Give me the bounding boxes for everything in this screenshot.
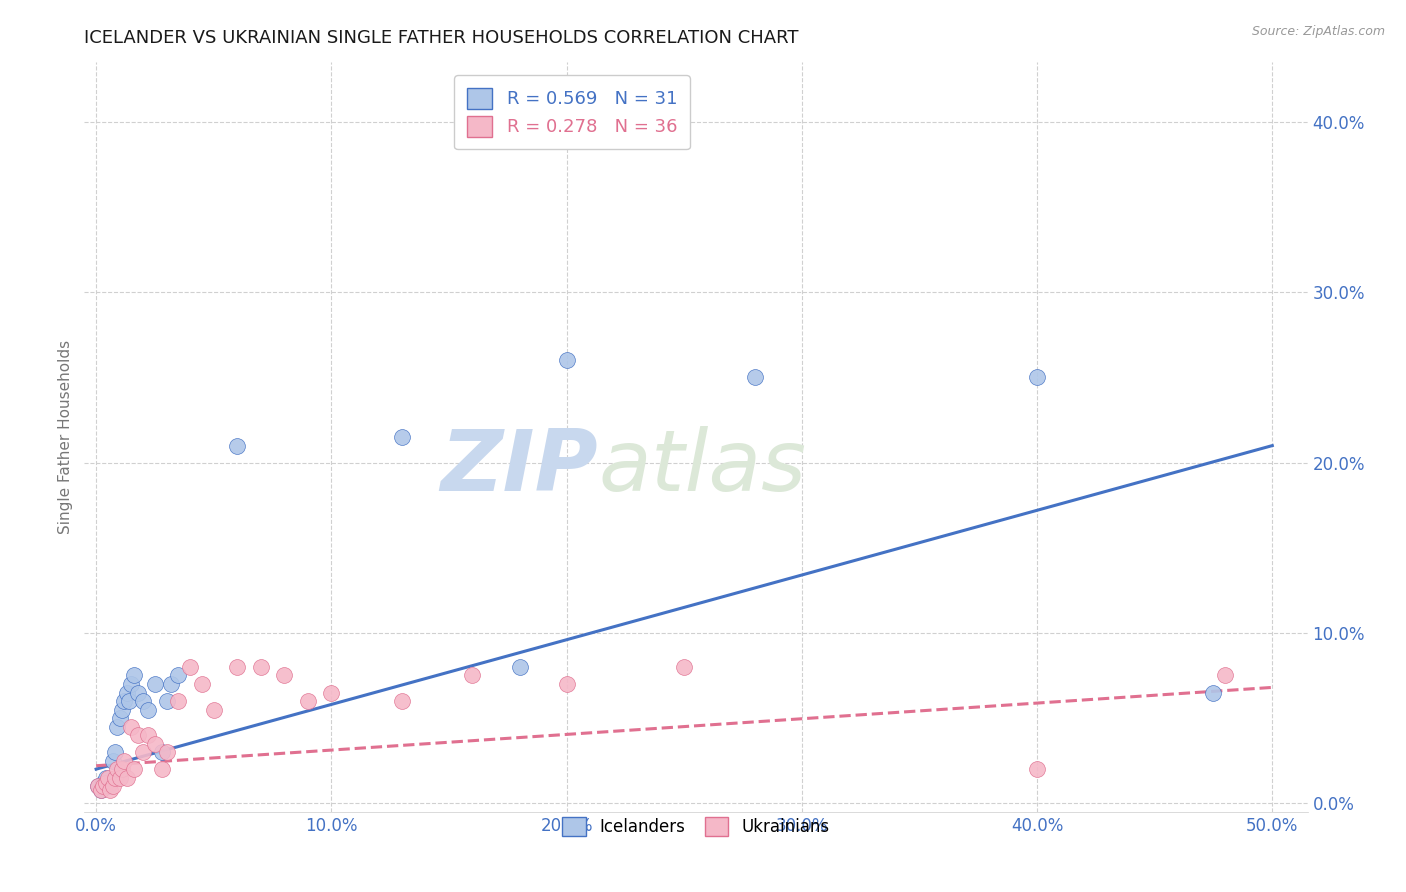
Point (1202, 685, 1225, 699)
Point (673, 660, 696, 674)
Point (122, 762, 145, 776)
Point (104, 745, 127, 759)
Point (132, 745, 155, 759)
Point (179, 660, 201, 674)
Point (160, 677, 183, 691)
Point (273, 668, 295, 682)
Point (150, 745, 173, 759)
Point (101, 754, 124, 768)
Point (112, 694, 135, 708)
Point (461, 668, 484, 682)
Point (104, 771, 127, 785)
Point (115, 685, 138, 699)
Point (101, 779, 124, 793)
Text: Source: ZipAtlas.com: Source: ZipAtlas.com (1251, 25, 1385, 38)
Point (391, 694, 413, 708)
Point (226, 439, 249, 453)
Text: ZIP: ZIP (440, 425, 598, 508)
Point (156, 694, 179, 708)
Point (555, 677, 578, 691)
Point (136, 702, 159, 716)
Point (87, 779, 110, 793)
Point (108, 711, 131, 725)
Point (744, 370, 766, 384)
Point (111, 702, 134, 716)
Point (94, 771, 117, 785)
Point (249, 660, 271, 674)
Point (94, 776, 117, 790)
Point (120, 720, 142, 734)
Point (105, 762, 128, 776)
Point (1213, 668, 1236, 682)
Point (91, 779, 114, 793)
Point (391, 430, 413, 444)
Point (202, 702, 225, 716)
Point (98, 776, 121, 790)
Point (90, 782, 112, 797)
Point (105, 720, 128, 734)
Point (91, 776, 114, 790)
Point (122, 668, 145, 682)
Point (1026, 370, 1049, 384)
Text: atlas: atlas (598, 425, 806, 508)
Point (297, 694, 319, 708)
Point (226, 660, 249, 674)
Point (150, 762, 173, 776)
Text: ICELANDER VS UKRAINIAN SINGLE FATHER HOUSEHOLDS CORRELATION CHART: ICELANDER VS UKRAINIAN SINGLE FATHER HOU… (84, 29, 799, 47)
Point (111, 762, 134, 776)
Point (191, 677, 214, 691)
Point (108, 771, 131, 785)
Point (120, 677, 142, 691)
Point (136, 728, 159, 742)
Point (1026, 762, 1049, 776)
Point (87, 779, 110, 793)
Point (132, 694, 155, 708)
Point (112, 754, 135, 768)
Point (118, 694, 141, 708)
Point (167, 694, 190, 708)
Point (127, 685, 149, 699)
Legend: Icelanders, Ukrainians: Icelanders, Ukrainians (554, 809, 838, 845)
Point (127, 728, 149, 742)
Point (115, 771, 138, 785)
Point (98, 782, 121, 797)
Point (97, 779, 120, 793)
Point (555, 353, 578, 368)
Point (167, 668, 190, 682)
Y-axis label: Single Father Households: Single Father Households (58, 340, 73, 534)
Point (143, 677, 166, 691)
Point (509, 660, 531, 674)
Point (156, 745, 179, 759)
Point (97, 771, 120, 785)
Point (143, 737, 166, 751)
Point (90, 782, 112, 797)
Point (321, 685, 343, 699)
